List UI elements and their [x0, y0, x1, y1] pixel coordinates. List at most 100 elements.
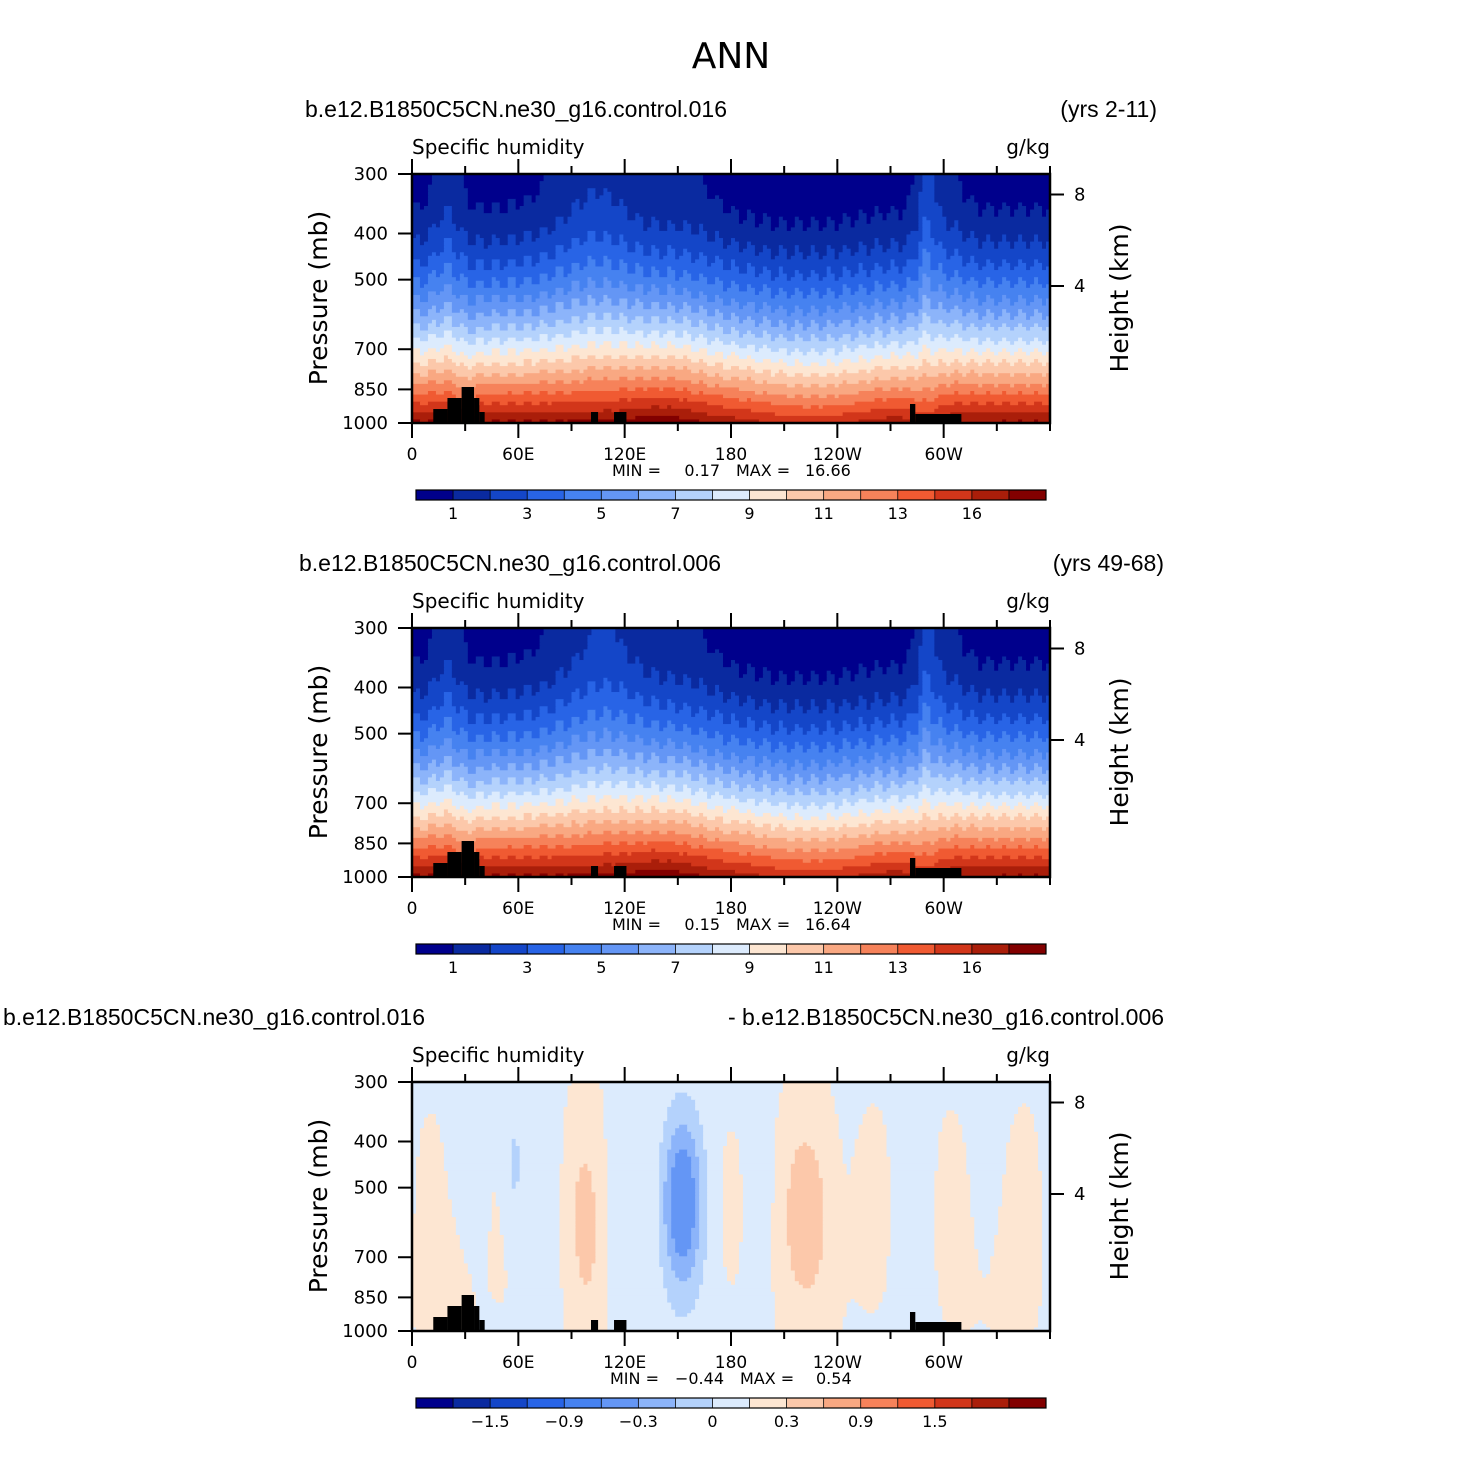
contour-cell: [850, 305, 860, 310]
contour-cell: [435, 358, 445, 364]
contour-cell: [695, 713, 708, 718]
contour-cell: [687, 770, 724, 775]
contour-cell: [1034, 234, 1039, 239]
contour-cell: [774, 294, 788, 300]
contour-cell: [555, 677, 604, 682]
contour-cell: [519, 351, 708, 357]
contour-cell: [846, 699, 860, 704]
colorbar-box: [860, 490, 899, 500]
contour-cell: [954, 390, 959, 396]
contour-cell: [814, 741, 828, 746]
contour-cell: [818, 816, 828, 821]
contour-cell: [734, 734, 876, 739]
contour-cell: [611, 316, 620, 321]
contour-cell: [699, 390, 704, 396]
contour-cell: [639, 262, 708, 268]
contour-cell: [934, 238, 963, 243]
contour-cell: [603, 341, 612, 346]
contour-cell: [731, 266, 740, 271]
contour-cell: [531, 312, 541, 317]
contour-cell: [623, 259, 692, 264]
contour-cell: [778, 358, 784, 364]
contour-cell: [627, 795, 636, 800]
contour-cell: [427, 649, 469, 654]
contour-cell: [934, 387, 1050, 392]
contour-cell: [962, 652, 967, 658]
contour-cell: [435, 763, 441, 768]
contour-cell: [862, 284, 876, 289]
contour-cell: [886, 344, 900, 349]
contour-cell: [922, 628, 935, 633]
contour-cell: [412, 191, 429, 196]
contour-cell: [798, 670, 812, 675]
contour-cell: [918, 741, 931, 746]
contour-cell: [938, 405, 1050, 410]
contour-cell: [902, 724, 920, 729]
contour-cell: [826, 674, 836, 679]
contour-cell: [467, 376, 473, 381]
contour-cell: [603, 734, 612, 739]
contour-cell: [1022, 234, 1035, 239]
contour-cell: [595, 752, 604, 757]
contour-cell: [643, 245, 652, 250]
contour-cell: [531, 259, 541, 264]
contour-cell: [535, 262, 573, 268]
contour-cell: [412, 688, 417, 693]
contour-cell: [766, 784, 860, 789]
contour-cell: [651, 266, 656, 271]
contour-cell: [412, 709, 429, 714]
contour-cell: [412, 628, 433, 633]
contour-cell: [719, 255, 772, 260]
contour-cell: [675, 334, 684, 339]
contour-cell: [683, 702, 688, 707]
contour-cell: [858, 213, 868, 218]
contour-cell: [571, 752, 581, 757]
contour-cell: [419, 716, 429, 722]
contour-cell: [982, 302, 995, 307]
contour-cell: [930, 302, 939, 307]
contour-cell: [467, 752, 477, 757]
contour-cell: [766, 834, 844, 839]
colorbar-box: [490, 490, 528, 500]
contour-cell: [806, 312, 820, 317]
contour-cell: [858, 305, 868, 310]
contour-cell: [922, 770, 931, 775]
contour-cell: [858, 720, 864, 725]
contour-cell: [1034, 791, 1039, 796]
panel-1: b.e12.B1850C5CN.ne30_g16.control.016 (yr…: [304, 96, 1157, 523]
contour-cell: [679, 709, 692, 714]
contour-cell: [1034, 844, 1039, 850]
contour-cell: [435, 273, 441, 278]
contour-cell: [1034, 713, 1039, 718]
contour-cell: [603, 238, 612, 243]
contour-cell: [918, 780, 963, 786]
contour-cell: [571, 692, 581, 697]
contour-cell: [607, 230, 692, 236]
contour-cell: [974, 649, 1050, 654]
contour-cell: [1026, 298, 1035, 303]
contour-cell: [1022, 692, 1035, 697]
contour-cell: [1010, 209, 1015, 214]
contour-cell: [994, 213, 999, 218]
contour-cell: [810, 362, 820, 367]
contour-cell: [683, 706, 692, 711]
contour-cell: [431, 270, 437, 275]
contour-cell: [711, 341, 724, 346]
contour-cell: [459, 763, 465, 768]
contour-cell: [703, 759, 740, 764]
contour-cell: [954, 745, 959, 750]
contour-cell: [962, 816, 967, 821]
contour-cell: [994, 720, 999, 725]
contour-cell: [978, 756, 983, 761]
contour-cell: [982, 770, 995, 775]
contour-cell: [906, 198, 920, 204]
contour-cell: [814, 216, 828, 221]
contour-cell: [731, 660, 736, 665]
contour-cell: [734, 280, 876, 285]
contour-cell: [483, 791, 493, 796]
contour-cell: [419, 312, 429, 317]
contour-cell: [922, 330, 927, 335]
contour-cell: [619, 241, 628, 246]
contour-cell: [922, 220, 931, 225]
contour-cell: [419, 805, 425, 811]
